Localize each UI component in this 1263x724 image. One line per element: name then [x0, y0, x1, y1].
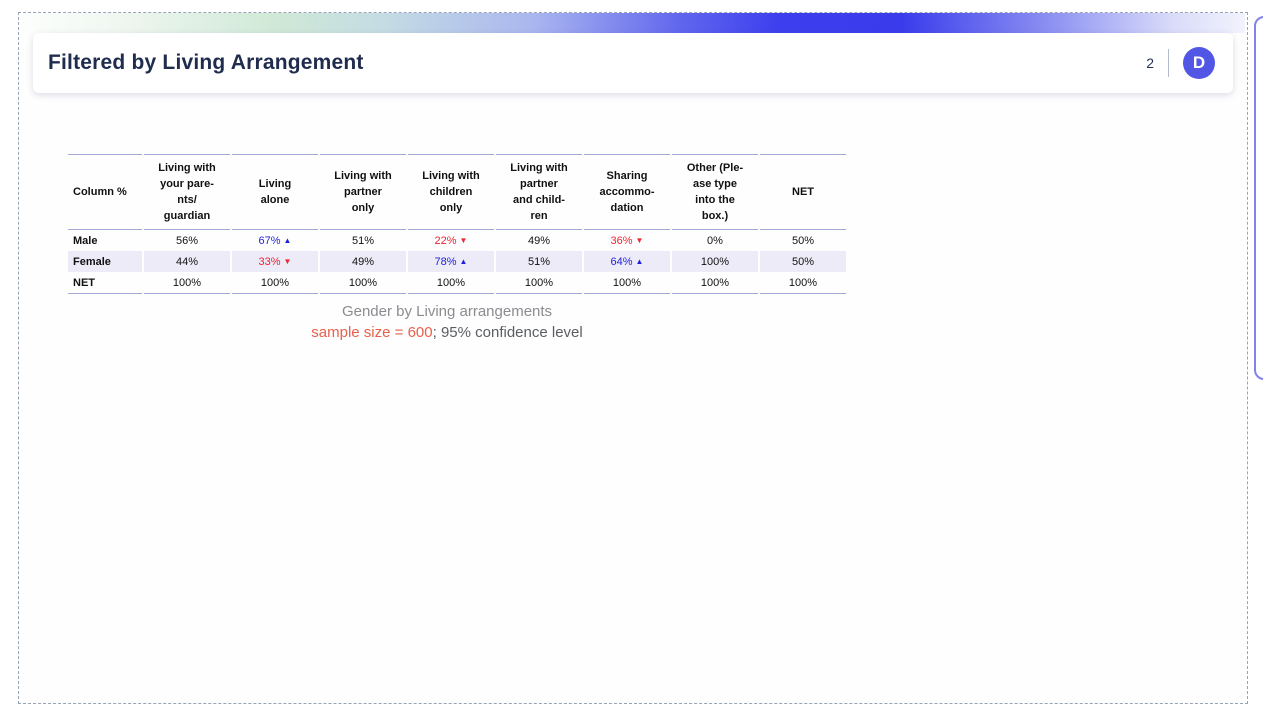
table-cell: 50%: [760, 251, 846, 272]
table-corner-label: Column %: [68, 154, 142, 230]
table-cell: 50%: [791, 234, 815, 247]
table-cell: 36% ▼: [610, 234, 644, 247]
table-header-row: Column % Living with your pare- nts/ gua…: [68, 154, 846, 230]
table-row: Female 44% 33% ▼ 49% 78% ▲ 51% 64% ▲ 100% 50%: [68, 251, 846, 272]
crosstab-table[interactable]: Column % Living with your pare- nts/ gua…: [66, 154, 848, 294]
page-title: Filtered by Living Arrangement: [48, 51, 364, 74]
significance-up-arrow-icon: ▲: [283, 235, 292, 245]
table-cell: 49%: [527, 234, 551, 247]
row-label: Female: [68, 251, 142, 272]
column-header: Living with your pare- nts/ guardian: [144, 154, 230, 230]
header-divider: [1168, 49, 1169, 77]
page-header-card: Filtered by Living Arrangement 2 D: [33, 33, 1233, 93]
table-row: NET 100% 100% 100% 100% 100% 100% 100% 100%: [68, 272, 846, 294]
table-cell: 44%: [144, 251, 230, 272]
page-number: 2: [1146, 55, 1154, 71]
column-header: Sharing accommo- dation: [584, 154, 670, 230]
table-cell: 100%: [672, 272, 758, 294]
column-header: Living alone: [232, 154, 318, 230]
table-cell: 100%: [408, 272, 494, 294]
table-cell: 100%: [144, 272, 230, 294]
sample-size-text: sample size = 600: [311, 324, 433, 341]
row-label: Male: [73, 234, 98, 247]
column-header: Living with partner and child- ren: [496, 154, 582, 230]
significance-down-arrow-icon: ▼: [635, 235, 644, 245]
table-row: Male 56% 67% ▲ 51% 22% ▼ 49% 36% ▼ 0% 50%: [68, 230, 846, 251]
row-label: NET: [68, 272, 142, 294]
table-cell: 100%: [584, 272, 670, 294]
table-cell: 100%: [496, 272, 582, 294]
table-cell: 0%: [707, 234, 723, 247]
displayr-logo-icon[interactable]: D: [1183, 47, 1215, 79]
column-header: NET: [760, 154, 846, 230]
table-caption: Gender by Living arrangements sample siz…: [66, 301, 828, 343]
next-page-peek[interactable]: [1254, 16, 1263, 380]
header-right-group: 2 D: [1146, 47, 1215, 79]
significance-up-arrow-icon: ▲: [635, 256, 644, 266]
table-cell: 56%: [175, 234, 199, 247]
table-cell: 100%: [320, 272, 406, 294]
significance-down-arrow-icon: ▼: [283, 256, 292, 266]
caption-footnote: sample size = 600; 95% confidence level: [66, 322, 828, 343]
table-cell: 100%: [672, 251, 758, 272]
confidence-level-text: ; 95% confidence level: [432, 324, 583, 341]
table-cell: 33% ▼: [232, 251, 318, 272]
table-cell: 49%: [320, 251, 406, 272]
table-cell: 51%: [496, 251, 582, 272]
caption-title: Gender by Living arrangements: [341, 303, 553, 320]
significance-down-arrow-icon: ▼: [459, 235, 468, 245]
table-cell: 67% ▲: [258, 234, 292, 247]
significance-up-arrow-icon: ▲: [459, 256, 468, 266]
table-cell: 78% ▲: [408, 251, 494, 272]
column-header: Living with partner only: [320, 154, 406, 230]
page-top-gradient-bar: [20, 13, 1245, 33]
table-cell: 51%: [351, 234, 375, 247]
table-cell: 64% ▲: [584, 251, 670, 272]
column-header: Other (Ple- ase type into the box.): [672, 154, 758, 230]
column-header: Living with children only: [408, 154, 494, 230]
table-cell: 100%: [232, 272, 318, 294]
page-canvas[interactable]: [18, 12, 1248, 704]
table-cell: 22% ▼: [434, 234, 468, 247]
table-cell: 100%: [760, 272, 846, 294]
